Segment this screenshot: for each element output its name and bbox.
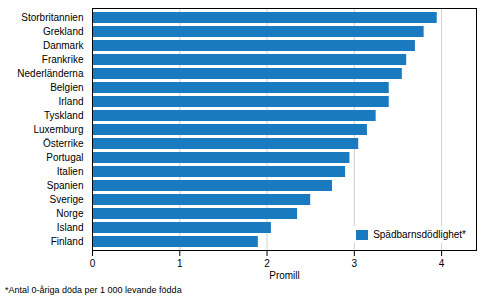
svg-text:Nederländerna: Nederländerna xyxy=(17,68,84,79)
svg-text:4: 4 xyxy=(439,258,445,269)
svg-text:Grekland: Grekland xyxy=(43,26,84,37)
svg-text:2: 2 xyxy=(264,258,270,269)
svg-text:0: 0 xyxy=(90,258,96,269)
svg-text:Irland: Irland xyxy=(58,96,83,107)
svg-text:Luxemburg: Luxemburg xyxy=(33,124,83,135)
svg-text:1: 1 xyxy=(177,258,183,269)
svg-text:Sverige: Sverige xyxy=(50,194,84,205)
svg-text:Belgien: Belgien xyxy=(50,82,83,93)
svg-text:Norge: Norge xyxy=(56,208,84,219)
html-text:Spädbarnsdödlighet*: Spädbarnsdödlighet* xyxy=(373,229,466,240)
svg-text:Island: Island xyxy=(57,222,84,233)
svg-text:Finland: Finland xyxy=(51,236,84,247)
svg-text:Frankrike: Frankrike xyxy=(42,54,84,65)
svg-text:3: 3 xyxy=(352,258,358,269)
html-text:*Antal 0-åriga döda per 1 000: *Antal 0-åriga döda per 1 000 levande fö… xyxy=(5,285,182,295)
svg-text:Österrike: Österrike xyxy=(43,138,84,149)
svg-text:Spanien: Spanien xyxy=(47,180,84,191)
svg-text:Storbritannien: Storbritannien xyxy=(21,12,83,23)
svg-text:Portugal: Portugal xyxy=(46,152,83,163)
svg-text:Promill: Promill xyxy=(269,270,300,281)
svg-text:Tyskland: Tyskland xyxy=(44,110,83,121)
svg-text:Italien: Italien xyxy=(57,166,84,177)
svg-text:Danmark: Danmark xyxy=(43,40,85,51)
